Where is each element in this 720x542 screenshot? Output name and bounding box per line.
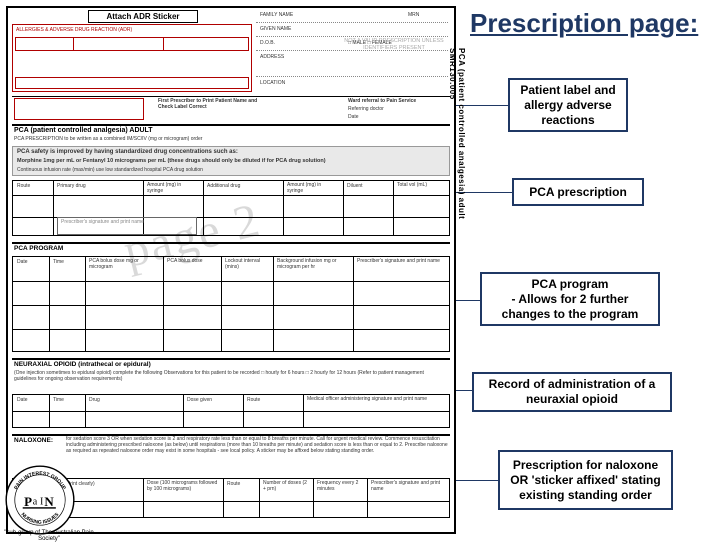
referring-doctor: Referring doctor <box>348 106 384 112</box>
th-route: Route <box>17 183 30 189</box>
th-additional: Additional drug <box>207 183 240 189</box>
neuraxial-title: NEURAXIAL OPIOID (intrathecal or epidura… <box>14 361 151 368</box>
nl-dose: Dose (100 micrograms followed by 100 mic… <box>147 480 219 492</box>
vertical-code: PCA (patient controlled analgesia) adult… <box>448 48 466 248</box>
nx-route: Route <box>247 397 260 403</box>
callout-naloxone: Prescription for naloxone OR 'sticker af… <box>498 450 673 510</box>
callout-patient-label: Patient label and allergy adverse reacti… <box>508 78 628 132</box>
pca-title: PCA (patient controlled analgesia) ADULT <box>14 127 153 134</box>
given-name-label: GIVEN NAME <box>260 26 291 32</box>
address-label: ADDRESS <box>260 54 284 60</box>
adr-sticker-label: Attach ADR Sticker <box>88 10 198 23</box>
pg-bg: Background infusion mg or microgram per … <box>277 258 349 270</box>
pg-date: Date <box>17 259 28 265</box>
connector-5 <box>456 480 498 481</box>
naloxone-title: NALOXONE: <box>14 437 53 444</box>
not-valid-note: NOT A VALID PRESCRIPTION UNLESS IDENTIFI… <box>344 38 444 51</box>
mrn-label: MRN <box>408 12 419 18</box>
nx-date: Date <box>17 397 28 403</box>
pg-bolus1: PCA bolus dose mg or microgram <box>89 258 159 270</box>
nx-time: Time <box>53 397 64 403</box>
nx-drug: Drug <box>89 397 100 403</box>
prescription-form: Attach ADR Sticker ALLERGIES & ADVERSE D… <box>6 6 456 534</box>
adr-box: ALLERGIES & ADVERSE DRUG REACTION (ADR) <box>12 24 252 92</box>
th-amount2: Amount (mg) in syringe <box>287 182 337 194</box>
safety-line: Morphine 1mg per mL or Fentanyl 10 micro… <box>17 158 326 164</box>
safety-sub: Continuous infusion rate (max/min) use l… <box>17 167 203 173</box>
svg-text:P: P <box>24 494 32 509</box>
location-label: LOCATION <box>260 80 285 86</box>
nx-dose: Dose given <box>187 397 212 403</box>
th-primary: Primary drug <box>57 183 86 189</box>
pg-sign: Prescriber's signature and print name <box>357 258 447 264</box>
dob-label: D.O.B. <box>260 40 275 46</box>
prescription-table: Route Primary drug Amount (mg) in syring… <box>12 180 450 236</box>
row-referral <box>12 96 450 97</box>
connector-4 <box>456 390 472 391</box>
safety-box: PCA safety is improved by having standar… <box>12 146 450 176</box>
program-table: Date Time PCA bolus dose mg or microgram… <box>12 256 450 352</box>
naloxone-table: Date Drug (Print clearly) Dose (100 micr… <box>12 478 450 518</box>
th-diluent: Diluent <box>347 183 363 189</box>
adr-title: ALLERGIES & ADVERSE DRUG REACTION (ADR) <box>16 27 132 33</box>
th-amount1: Amount (mg) in syringe <box>147 182 197 194</box>
svg-text:N: N <box>44 494 54 509</box>
th-totalvol: Total vol (mL) <box>397 182 445 188</box>
nl-freq: Frequency every 2 minutes <box>317 480 363 492</box>
nl-sign: Prescriber's signature and print name <box>371 480 451 492</box>
first-prescriber: First Prescriber to Print Patient Name a… <box>158 98 258 110</box>
pg-bolus2: PCA bolus dose <box>167 258 217 264</box>
svg-text:I: I <box>40 496 43 507</box>
page-title: Prescription page: <box>470 8 698 39</box>
neuraxial-note: (One injection sometimes to epidural opi… <box>14 370 444 382</box>
pca-program-title: PCA PROGRAM <box>14 245 63 252</box>
family-name-label: FAMILY NAME <box>260 12 293 18</box>
safety-text: PCA safety is improved by having standar… <box>17 149 238 155</box>
callout-pca-program: PCA program - Allows for 2 further chang… <box>480 272 660 326</box>
nl-num: Number of doses (2 + prn) <box>263 480 309 492</box>
pg-time: Time <box>53 259 64 265</box>
neuraxial-table: Date Time Drug Dose given Route Medical … <box>12 394 450 428</box>
callout-neuraxial: Record of administration of a neuraxial … <box>472 372 672 412</box>
ward-referral: Ward referral to Pain Service <box>348 98 416 104</box>
logo-caption: "sub-group of The Australian Pain Societ… <box>4 530 94 542</box>
callout-pca-prescription: PCA prescription <box>512 178 644 206</box>
nx-sign: Medical officer administering signature … <box>307 396 447 402</box>
pain-logo: PAIN INTEREST GROUP NURSING ISSUES P a I… <box>4 464 76 536</box>
referral-date: Date <box>348 114 359 120</box>
nl-route: Route <box>227 481 240 487</box>
naloxone-body: for sedation score 3 OR when sedation sc… <box>66 437 448 454</box>
sign-box: Prescriber's signature and print name <box>61 219 181 225</box>
pca-note: PCA PRESCRIPTION to be written as a comb… <box>14 136 444 142</box>
pg-lockout: Lockout interval (mins) <box>225 258 269 270</box>
svg-text:a: a <box>33 496 38 507</box>
